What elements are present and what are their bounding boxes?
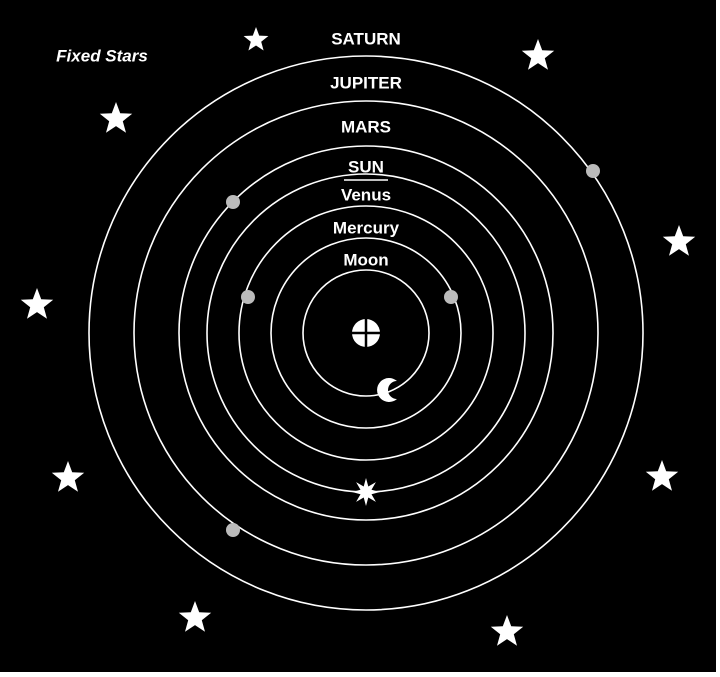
- orbit-label: SUN: [348, 157, 384, 176]
- orbit-label: MARS: [341, 117, 391, 136]
- orbit-label: Mercury: [333, 218, 400, 237]
- orbit-label: Venus: [341, 185, 391, 204]
- mars-planet: [226, 195, 240, 209]
- diagram: Fixed Stars Moon Mercury Venus SUN MARS JUPIT…: [0, 0, 716, 672]
- jupiter-planet: [226, 523, 240, 537]
- orbit-label: JUPITER: [330, 73, 402, 92]
- earth: [352, 319, 380, 347]
- orbit-label: SATURN: [331, 29, 401, 48]
- saturn-planet: [586, 164, 600, 178]
- orbit-label: Moon: [343, 250, 388, 269]
- mercury-planet: [241, 290, 255, 304]
- sun: [352, 478, 380, 506]
- venus-planet: [444, 290, 458, 304]
- fixed-stars-label: Fixed Stars: [56, 46, 148, 65]
